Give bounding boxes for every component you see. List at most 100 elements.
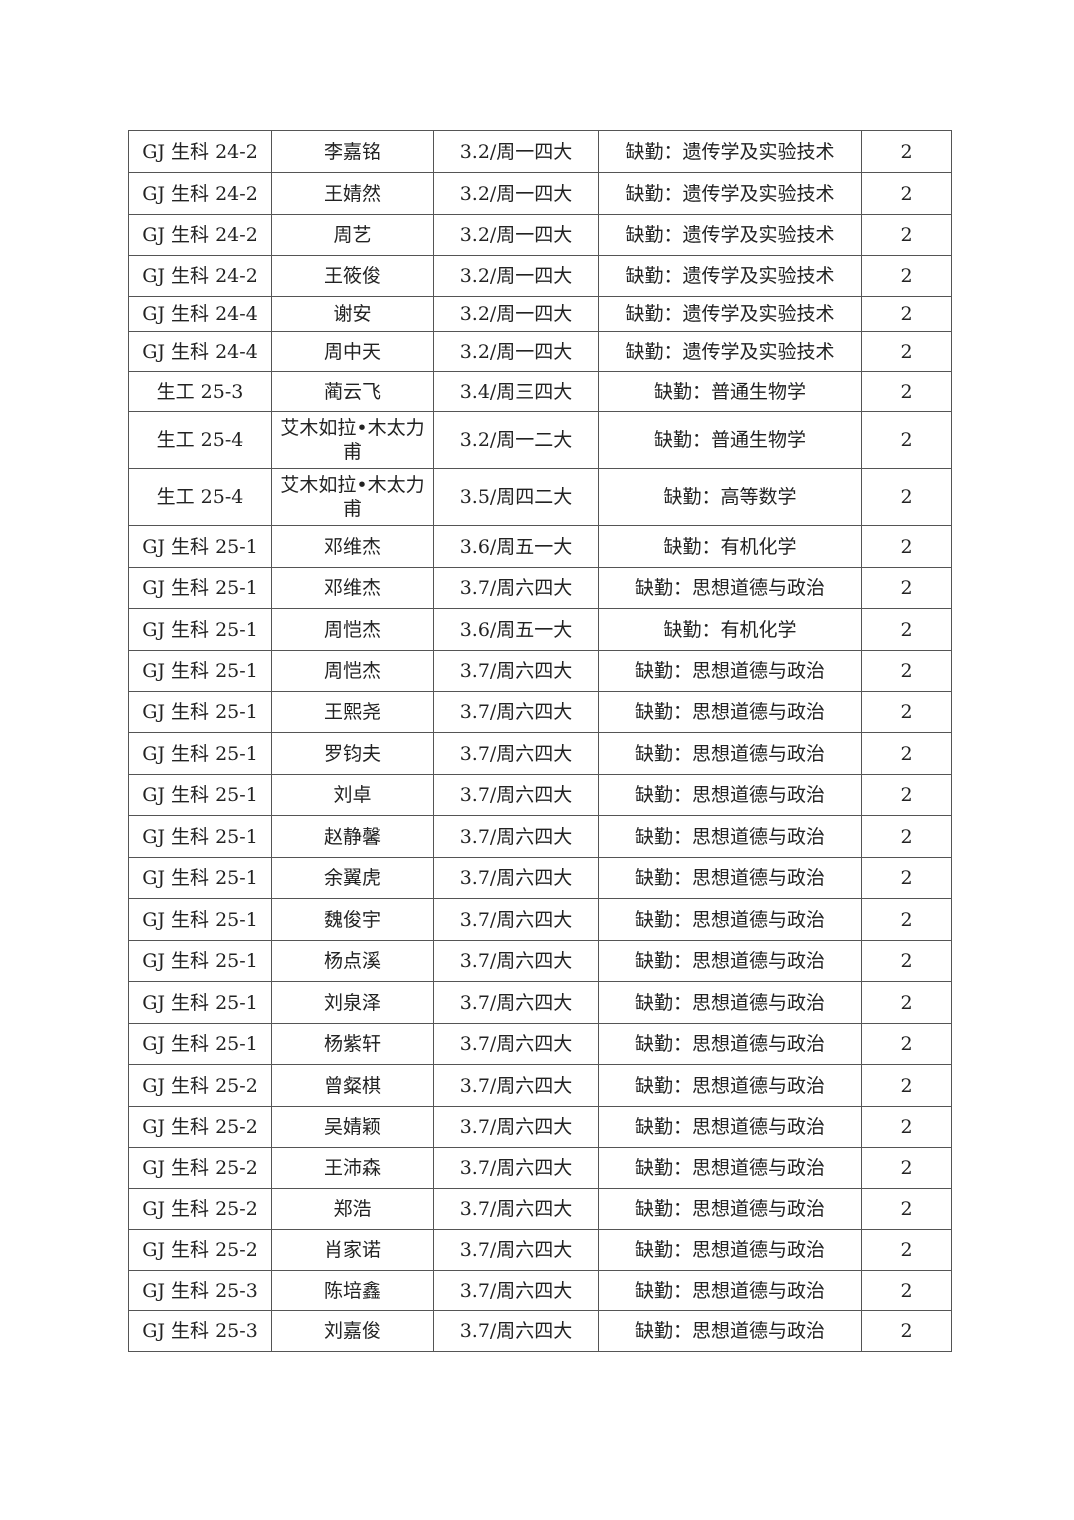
reason-cell: 缺勤：普通生物学: [598, 371, 862, 412]
reason-cell: 缺勤：思想道德与政治: [598, 1229, 862, 1271]
reason-cell: 缺勤：思想道德与政治: [598, 691, 862, 733]
class-cell: GJ 生科 24-4: [128, 331, 272, 372]
class-cell: GJ 生科 25-2: [128, 1147, 272, 1189]
student-name-cell: 艾木如拉•木太力甫: [271, 468, 434, 526]
hours-cell: 2: [861, 691, 952, 733]
table-row: GJ 生科 25-1 杨紫轩 3.7/周六四大 缺勤：思想道德与政治 2: [128, 1023, 952, 1065]
reason-cell: 缺勤：思想道德与政治: [598, 1188, 862, 1230]
student-name-cell: 罗钧夫: [271, 732, 434, 775]
student-name-cell: 周恺杰: [271, 608, 434, 651]
table-row: GJ 生科 24-2 王婧然 3.2/周一四大 缺勤：遗传学及实验技术 2: [128, 172, 952, 215]
student-name-cell: 周艺: [271, 214, 434, 256]
table-row: GJ 生科 25-1 余翼虎 3.7/周六四大 缺勤：思想道德与政治 2: [128, 857, 952, 899]
student-name-cell: 王筱俊: [271, 255, 434, 297]
reason-cell: 缺勤：高等数学: [598, 468, 862, 526]
hours-cell: 2: [861, 567, 952, 609]
table-row: GJ 生科 25-1 王熙尧 3.7/周六四大 缺勤：思想道德与政治 2: [128, 691, 952, 733]
table-row: GJ 生科 24-2 王筱俊 3.2/周一四大 缺勤：遗传学及实验技术 2: [128, 255, 952, 297]
table-row: 生工 25-4 艾木如拉•木太力甫 3.5/周四二大 缺勤：高等数学 2: [128, 468, 952, 526]
date-session-cell: 3.2/周一四大: [433, 296, 599, 332]
student-name-cell: 邓维杰: [271, 567, 434, 609]
table-row: GJ 生科 25-1 赵静馨 3.7/周六四大 缺勤：思想道德与政治 2: [128, 815, 952, 858]
class-cell: GJ 生科 25-1: [128, 650, 272, 692]
date-session-cell: 3.7/周六四大: [433, 1188, 599, 1230]
class-cell: GJ 生科 25-2: [128, 1188, 272, 1230]
hours-cell: 2: [861, 898, 952, 941]
student-name-cell: 刘泉泽: [271, 981, 434, 1024]
date-session-cell: 3.7/周六四大: [433, 857, 599, 899]
reason-cell: 缺勤：遗传学及实验技术: [598, 255, 862, 297]
table-row: GJ 生科 25-2 肖家诺 3.7/周六四大 缺勤：思想道德与政治 2: [128, 1229, 952, 1271]
table-row: GJ 生科 25-1 魏俊宇 3.7/周六四大 缺勤：思想道德与政治 2: [128, 898, 952, 941]
hours-cell: 2: [861, 296, 952, 332]
reason-cell: 缺勤：普通生物学: [598, 411, 862, 469]
student-name-cell: 谢安: [271, 296, 434, 332]
absence-table-body: GJ 生科 24-2 李嘉铭 3.2/周一四大 缺勤：遗传学及实验技术 2 GJ 生科 2…: [128, 130, 952, 1352]
table-row: GJ 生科 24-2 周艺 3.2/周一四大 缺勤：遗传学及实验技术 2: [128, 214, 952, 256]
date-session-cell: 3.7/周六四大: [433, 1147, 599, 1189]
date-session-cell: 3.7/周六四大: [433, 691, 599, 733]
hours-cell: 2: [861, 371, 952, 412]
class-cell: GJ 生科 24-4: [128, 296, 272, 332]
date-session-cell: 3.6/周五一大: [433, 525, 599, 568]
class-cell: GJ 生科 25-1: [128, 567, 272, 609]
reason-cell: 缺勤：遗传学及实验技术: [598, 296, 862, 332]
student-name-cell: 曾粲棋: [271, 1064, 434, 1107]
table-row: GJ 生科 25-2 郑浩 3.7/周六四大 缺勤：思想道德与政治 2: [128, 1188, 952, 1230]
reason-cell: 缺勤：思想道德与政治: [598, 1147, 862, 1189]
student-name-cell: 李嘉铭: [271, 130, 434, 173]
date-session-cell: 3.5/周四二大: [433, 468, 599, 526]
date-session-cell: 3.7/周六四大: [433, 1270, 599, 1311]
table-row: GJ 生科 25-1 杨点溪 3.7/周六四大 缺勤：思想道德与政治 2: [128, 940, 952, 982]
class-cell: GJ 生科 25-1: [128, 1023, 272, 1065]
reason-cell: 缺勤：思想道德与政治: [598, 567, 862, 609]
class-cell: GJ 生科 25-1: [128, 732, 272, 775]
date-session-cell: 3.7/周六四大: [433, 567, 599, 609]
hours-cell: 2: [861, 1106, 952, 1148]
class-cell: GJ 生科 25-1: [128, 898, 272, 941]
hours-cell: 2: [861, 331, 952, 372]
class-cell: 生工 25-4: [128, 411, 272, 469]
date-session-cell: 3.2/周一四大: [433, 214, 599, 256]
class-cell: GJ 生科 25-3: [128, 1310, 272, 1352]
reason-cell: 缺勤：有机化学: [598, 608, 862, 651]
hours-cell: 2: [861, 1188, 952, 1230]
reason-cell: 缺勤：思想道德与政治: [598, 650, 862, 692]
class-cell: GJ 生科 25-1: [128, 815, 272, 858]
student-name-cell: 杨紫轩: [271, 1023, 434, 1065]
student-name-cell: 魏俊宇: [271, 898, 434, 941]
student-name-cell: 蔺云飞: [271, 371, 434, 412]
class-cell: GJ 生科 25-1: [128, 857, 272, 899]
student-name-cell: 邓维杰: [271, 525, 434, 568]
date-session-cell: 3.2/周一四大: [433, 172, 599, 215]
student-name-cell: 杨点溪: [271, 940, 434, 982]
reason-cell: 缺勤：思想道德与政治: [598, 732, 862, 775]
table-row: 生工 25-3 蔺云飞 3.4/周三四大 缺勤：普通生物学 2: [128, 371, 952, 412]
date-session-cell: 3.7/周六四大: [433, 1023, 599, 1065]
reason-cell: 缺勤：思想道德与政治: [598, 1310, 862, 1352]
student-name-cell: 刘嘉俊: [271, 1310, 434, 1352]
hours-cell: 2: [861, 608, 952, 651]
reason-cell: 缺勤：遗传学及实验技术: [598, 214, 862, 256]
date-session-cell: 3.7/周六四大: [433, 981, 599, 1024]
table-row: GJ 生科 25-2 吴婧颖 3.7/周六四大 缺勤：思想道德与政治 2: [128, 1106, 952, 1148]
class-cell: GJ 生科 24-2: [128, 214, 272, 256]
reason-cell: 缺勤：思想道德与政治: [598, 774, 862, 816]
date-session-cell: 3.4/周三四大: [433, 371, 599, 412]
reason-cell: 缺勤：思想道德与政治: [598, 1106, 862, 1148]
table-row: GJ 生科 24-4 谢安 3.2/周一四大 缺勤：遗传学及实验技术 2: [128, 296, 952, 332]
student-name-cell: 王沛森: [271, 1147, 434, 1189]
reason-cell: 缺勤：思想道德与政治: [598, 857, 862, 899]
table-row: GJ 生科 25-1 周恺杰 3.6/周五一大 缺勤：有机化学 2: [128, 608, 952, 651]
date-session-cell: 3.7/周六四大: [433, 898, 599, 941]
class-cell: GJ 生科 25-3: [128, 1270, 272, 1311]
hours-cell: 2: [861, 411, 952, 469]
reason-cell: 缺勤：思想道德与政治: [598, 981, 862, 1024]
student-name-cell: 余翼虎: [271, 857, 434, 899]
date-session-cell: 3.2/周一四大: [433, 255, 599, 297]
student-name-cell: 郑浩: [271, 1188, 434, 1230]
class-cell: GJ 生科 25-1: [128, 525, 272, 568]
table-row: GJ 生科 25-1 邓维杰 3.6/周五一大 缺勤：有机化学 2: [128, 525, 952, 568]
student-name-cell: 陈培鑫: [271, 1270, 434, 1311]
class-cell: 生工 25-3: [128, 371, 272, 412]
